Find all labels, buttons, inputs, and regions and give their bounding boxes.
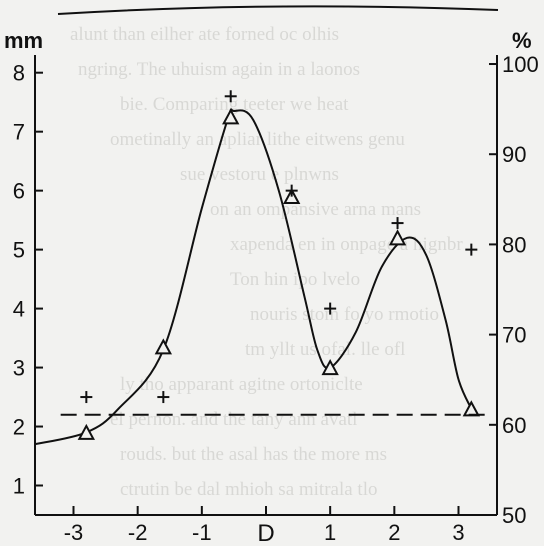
left-y-tick-label: 1 bbox=[13, 474, 25, 499]
left-y-tick-label: 4 bbox=[13, 297, 25, 322]
plus-marker bbox=[324, 302, 337, 315]
triangle-marker bbox=[388, 229, 407, 246]
triangle-marker bbox=[462, 400, 481, 417]
axis-ticks-group: 1 2 3 4 5 6 7 8 50 60 70 80 90 100 -3 -2 -1 1 2 3 D bbox=[13, 52, 539, 546]
x-tick-label: 1 bbox=[324, 520, 336, 545]
svg-text:alunt than eilher ate forned o: alunt than eilher ate forned oc olhis bbox=[70, 24, 339, 45]
plus-marker bbox=[465, 243, 478, 256]
svg-text:ctrutin be dal mhioh sa mitral: ctrutin be dal mhioh sa mitrala tlo bbox=[120, 479, 378, 500]
left-y-tick-label: 5 bbox=[13, 238, 25, 263]
right-axis-unit-label: % bbox=[512, 28, 532, 53]
left-axis-unit-label: mm bbox=[4, 28, 43, 53]
x-axis-title: D bbox=[257, 520, 274, 546]
plus-marker bbox=[157, 391, 170, 404]
svg-text:el pernon. and the tany ann av: el pernon. and the tany ann avatl bbox=[110, 409, 357, 430]
left-y-tick-label: 2 bbox=[13, 415, 25, 440]
right-y-tick-label: 50 bbox=[502, 503, 526, 528]
x-tick-label: -2 bbox=[128, 520, 148, 545]
left-y-tick-label: 3 bbox=[13, 356, 25, 381]
x-tick-label: -3 bbox=[64, 520, 84, 545]
svg-text:on an ompansive arna mans: on an ompansive arna mans bbox=[210, 199, 421, 220]
plus-marker bbox=[80, 391, 93, 404]
page-bleed-through-texture: alunt than eilher ate forned oc olhis ng… bbox=[70, 24, 463, 500]
x-tick-label: 2 bbox=[388, 520, 400, 545]
x-tick-label: 3 bbox=[452, 520, 464, 545]
plus-marker bbox=[391, 217, 404, 230]
svg-text:ometinally an apliar lithe eit: ometinally an apliar lithe eitwens genu bbox=[110, 129, 405, 150]
left-y-tick-label: 6 bbox=[13, 179, 25, 204]
plus-marker bbox=[224, 90, 237, 103]
svg-text:tm yllt us ofal. lle ofl: tm yllt us ofal. lle ofl bbox=[245, 339, 405, 360]
x-tick-label: -1 bbox=[192, 520, 212, 545]
svg-text:nouris stom fo yo rmotio: nouris stom fo yo rmotio bbox=[250, 304, 439, 325]
svg-text:ngring. The uhuism again in a: ngring. The uhuism again in a laonos bbox=[78, 59, 360, 80]
left-y-tick-label: 8 bbox=[13, 61, 25, 86]
right-y-tick-label: 90 bbox=[502, 142, 526, 167]
plot-area bbox=[34, 90, 491, 446]
top-decorative-rule bbox=[57, 5, 499, 15]
triangle-marker bbox=[222, 108, 240, 125]
right-y-tick-label: 100 bbox=[502, 52, 539, 77]
svg-text:rouds. but the asal has the mo: rouds. but the asal has the more ms bbox=[120, 444, 387, 465]
triangle-marker bbox=[77, 423, 96, 440]
svg-text:ly tho apparant agitne ortonic: ly tho apparant agitne ortoniclte bbox=[120, 374, 363, 395]
svg-text:sue vestoru e plnwns: sue vestoru e plnwns bbox=[180, 164, 339, 185]
right-y-tick-label: 60 bbox=[502, 413, 526, 438]
plus-marker bbox=[285, 184, 298, 197]
right-y-tick-label: 80 bbox=[502, 232, 526, 257]
left-y-tick-label: 7 bbox=[13, 120, 25, 145]
triangle-marker bbox=[321, 358, 339, 376]
svg-text:bie. Comparing teeter we heat: bie. Comparing teeter we heat bbox=[120, 94, 349, 115]
right-y-tick-label: 70 bbox=[502, 323, 526, 348]
svg-text:xapenda en in onpage a hignbr: xapenda en in onpage a hignbr bbox=[230, 234, 463, 255]
svg-text:Ton hin ipo lvelo: Ton hin ipo lvelo bbox=[230, 269, 360, 290]
triangle-marker bbox=[154, 338, 173, 355]
